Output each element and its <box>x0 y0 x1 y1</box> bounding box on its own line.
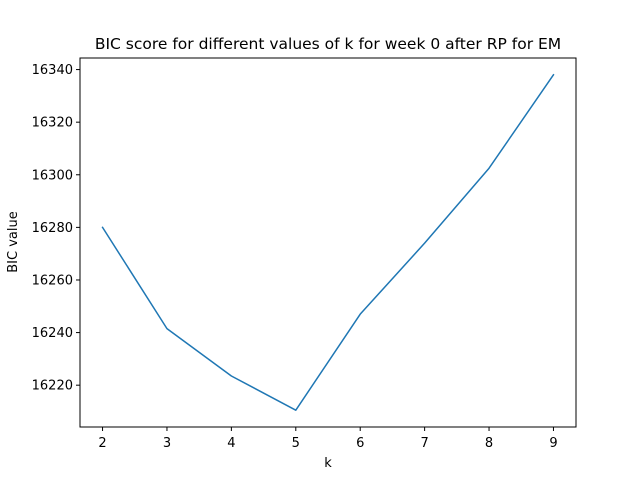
chart-title: BIC score for different values of k for … <box>95 35 561 53</box>
y-tick-label: 16260 <box>32 273 73 288</box>
y-tick-label: 16340 <box>32 63 73 78</box>
y-tick-label: 16300 <box>32 168 73 183</box>
y-tick-label: 16320 <box>32 116 73 131</box>
x-tick-label: 8 <box>485 436 493 451</box>
x-tick-label: 2 <box>98 436 106 451</box>
series-line-bic <box>101 73 555 411</box>
y-tick-label: 16240 <box>32 326 73 341</box>
x-tick-label: 7 <box>420 436 428 451</box>
x-tick-label: 9 <box>549 436 557 451</box>
x-tick-label: 5 <box>292 436 300 451</box>
y-axis-label: BIC value <box>6 211 21 272</box>
x-tick-label: 6 <box>356 436 364 451</box>
tick-layer: 2 3 4 5 6 7 8 9 16220 16240 16260 16280 16300 16320 16… <box>32 63 558 451</box>
x-axis-label: k <box>324 456 332 471</box>
plot-area-frame <box>79 57 577 428</box>
y-tick-label: 16280 <box>32 221 73 236</box>
x-tick-label: 4 <box>227 436 235 451</box>
y-tick-label: 16220 <box>32 379 73 394</box>
x-tick-label: 3 <box>163 436 171 451</box>
